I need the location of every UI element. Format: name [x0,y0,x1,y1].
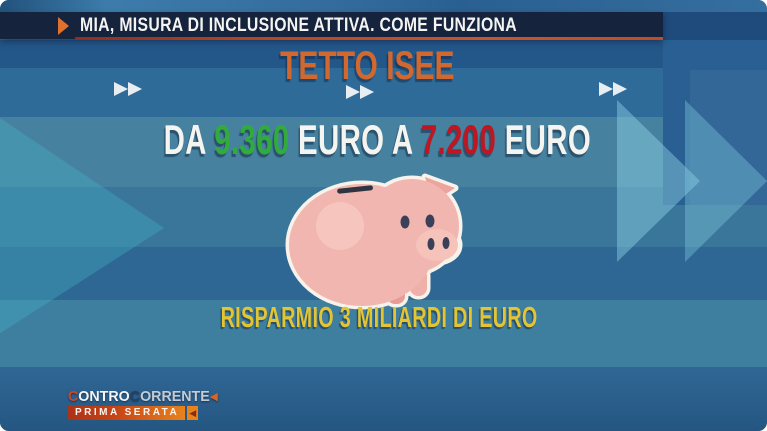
channel-logo-subtitle: PRIMA SERATA [68,406,186,420]
old-value: 9.360 [214,116,290,163]
background-right-block [690,70,767,205]
fast-forward-icon [114,82,142,96]
change-connector: A [392,116,413,163]
savings-line: RISPARMIO 3 MILIARDI DI EURO [220,302,539,334]
background-band [0,117,767,187]
background-band [0,40,767,68]
new-value-unit: EURO [504,116,592,163]
banner-underline [75,37,663,40]
fast-forward-icon [599,82,627,96]
logo-arrow-icon: ◀ [209,391,218,403]
headline-text: MIA, MISURA DI INCLUSIONE ATTIVA. COME F… [80,15,518,36]
channel-logo-title: CONTROCORRENTE◀ [68,388,218,405]
play-icon [58,17,69,35]
logo-bar-arrow-icon: ◀ [187,406,199,420]
background-right-block [663,40,767,205]
channel-logo: CONTROCORRENTE◀ PRIMA SERATA ◀ [68,389,226,420]
new-value: 7.200 [421,116,497,163]
isee-change-line: DA 9.360 EURO A 7.200 EURO [164,116,591,164]
change-prefix: DA [163,116,206,163]
background-band [0,300,767,367]
fast-forward-icon [346,85,374,99]
background-band [0,367,767,431]
background-top-strip [0,0,767,12]
old-value-unit: EURO [298,116,385,163]
headline-banner [0,12,663,39]
piggy-bank-icon [285,173,463,310]
background-band [0,68,767,117]
section-heading: TETTO ISEE [280,44,455,88]
background-right-block [663,12,767,40]
